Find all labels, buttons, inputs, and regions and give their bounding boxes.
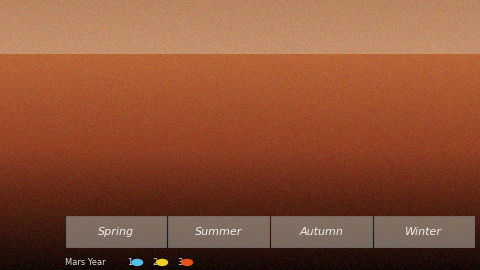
- Text: Spring: Spring: [98, 227, 134, 237]
- Text: 2: 2: [152, 258, 157, 267]
- Text: Summer: Summer: [195, 227, 242, 237]
- Text: Autumn: Autumn: [300, 227, 343, 237]
- Y-axis label: Methane
parts-per-billion: Methane parts-per-billion: [16, 69, 39, 146]
- Text: 1: 1: [127, 258, 132, 267]
- Text: 3: 3: [177, 258, 182, 267]
- Text: Winter: Winter: [406, 227, 443, 237]
- Text: Mars Year: Mars Year: [65, 258, 106, 267]
